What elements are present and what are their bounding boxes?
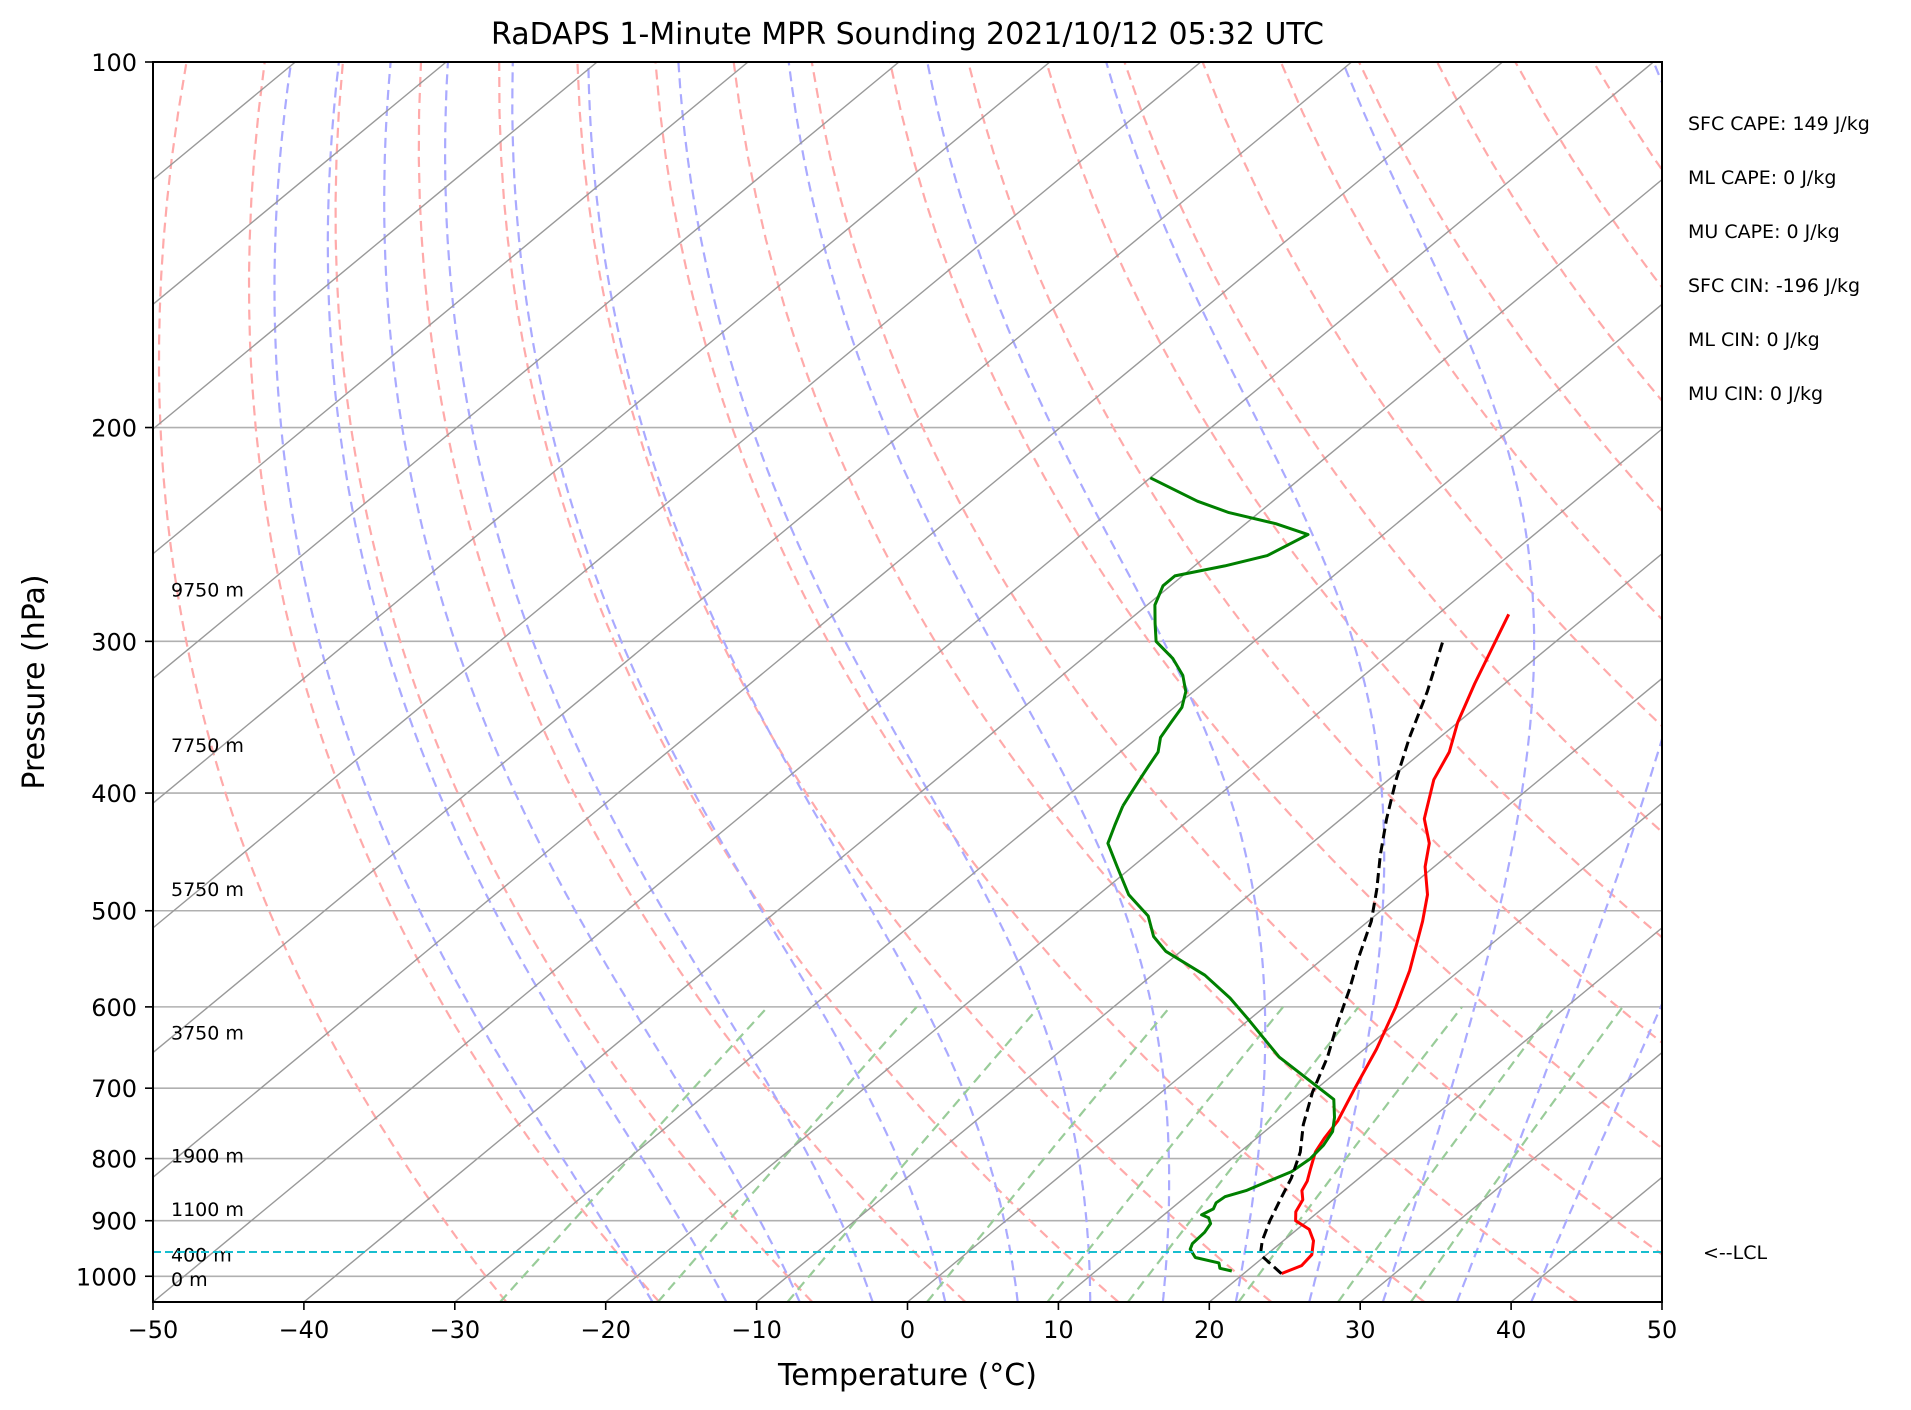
x-tick-label: 20 [1194, 1316, 1225, 1344]
x-tick-label: −40 [279, 1316, 330, 1344]
stability-index: SFC CIN: -196 J/kg [1688, 275, 1860, 297]
y-tick-label: 200 [91, 415, 137, 443]
stability-index: MU CIN: 0 J/kg [1688, 383, 1823, 405]
height-label: 1100 m [171, 1199, 244, 1221]
x-tick-label: 50 [1647, 1316, 1678, 1344]
height-label: 9750 m [171, 580, 244, 602]
y-tick-label: 300 [91, 628, 137, 656]
height-label: 5750 m [171, 879, 244, 901]
x-tick-label: 0 [900, 1316, 915, 1344]
stability-index: MU CAPE: 0 J/kg [1688, 221, 1840, 243]
chart-title: RaDAPS 1-Minute MPR Sounding 2021/10/12 … [491, 17, 1324, 52]
x-tick-label: −30 [429, 1316, 480, 1344]
y-tick-label: 400 [91, 780, 137, 808]
y-tick-label: 800 [91, 1146, 137, 1174]
height-label: 400 m [171, 1245, 232, 1267]
height-label: 7750 m [171, 735, 244, 757]
height-label: 1900 m [171, 1145, 244, 1167]
stability-index: SFC CAPE: 149 J/kg [1688, 113, 1870, 135]
x-tick-label: 30 [1345, 1316, 1376, 1344]
height-label: 3750 m [171, 1023, 244, 1045]
y-tick-label: 500 [91, 898, 137, 926]
y-tick-label: 600 [91, 994, 137, 1022]
x-tick-label: 40 [1496, 1316, 1527, 1344]
x-tick-label: −20 [580, 1316, 631, 1344]
x-tick-label: 10 [1043, 1316, 1074, 1344]
stability-index: ML CAPE: 0 J/kg [1688, 167, 1836, 189]
y-tick-label: 700 [91, 1075, 137, 1103]
x-tick-label: −10 [731, 1316, 782, 1344]
y-tick-label: 100 [91, 49, 137, 77]
y-tick-label: 900 [91, 1208, 137, 1236]
y-tick-label: 1000 [76, 1263, 137, 1291]
x-axis-title: Temperature (°C) [777, 1358, 1037, 1393]
lcl-label: <--LCL [1703, 1242, 1767, 1264]
x-tick-label: −50 [128, 1316, 179, 1344]
stability-index: ML CIN: 0 J/kg [1688, 329, 1820, 351]
height-label: 0 m [171, 1269, 208, 1291]
y-axis-title: Pressure (hPa) [17, 574, 52, 789]
